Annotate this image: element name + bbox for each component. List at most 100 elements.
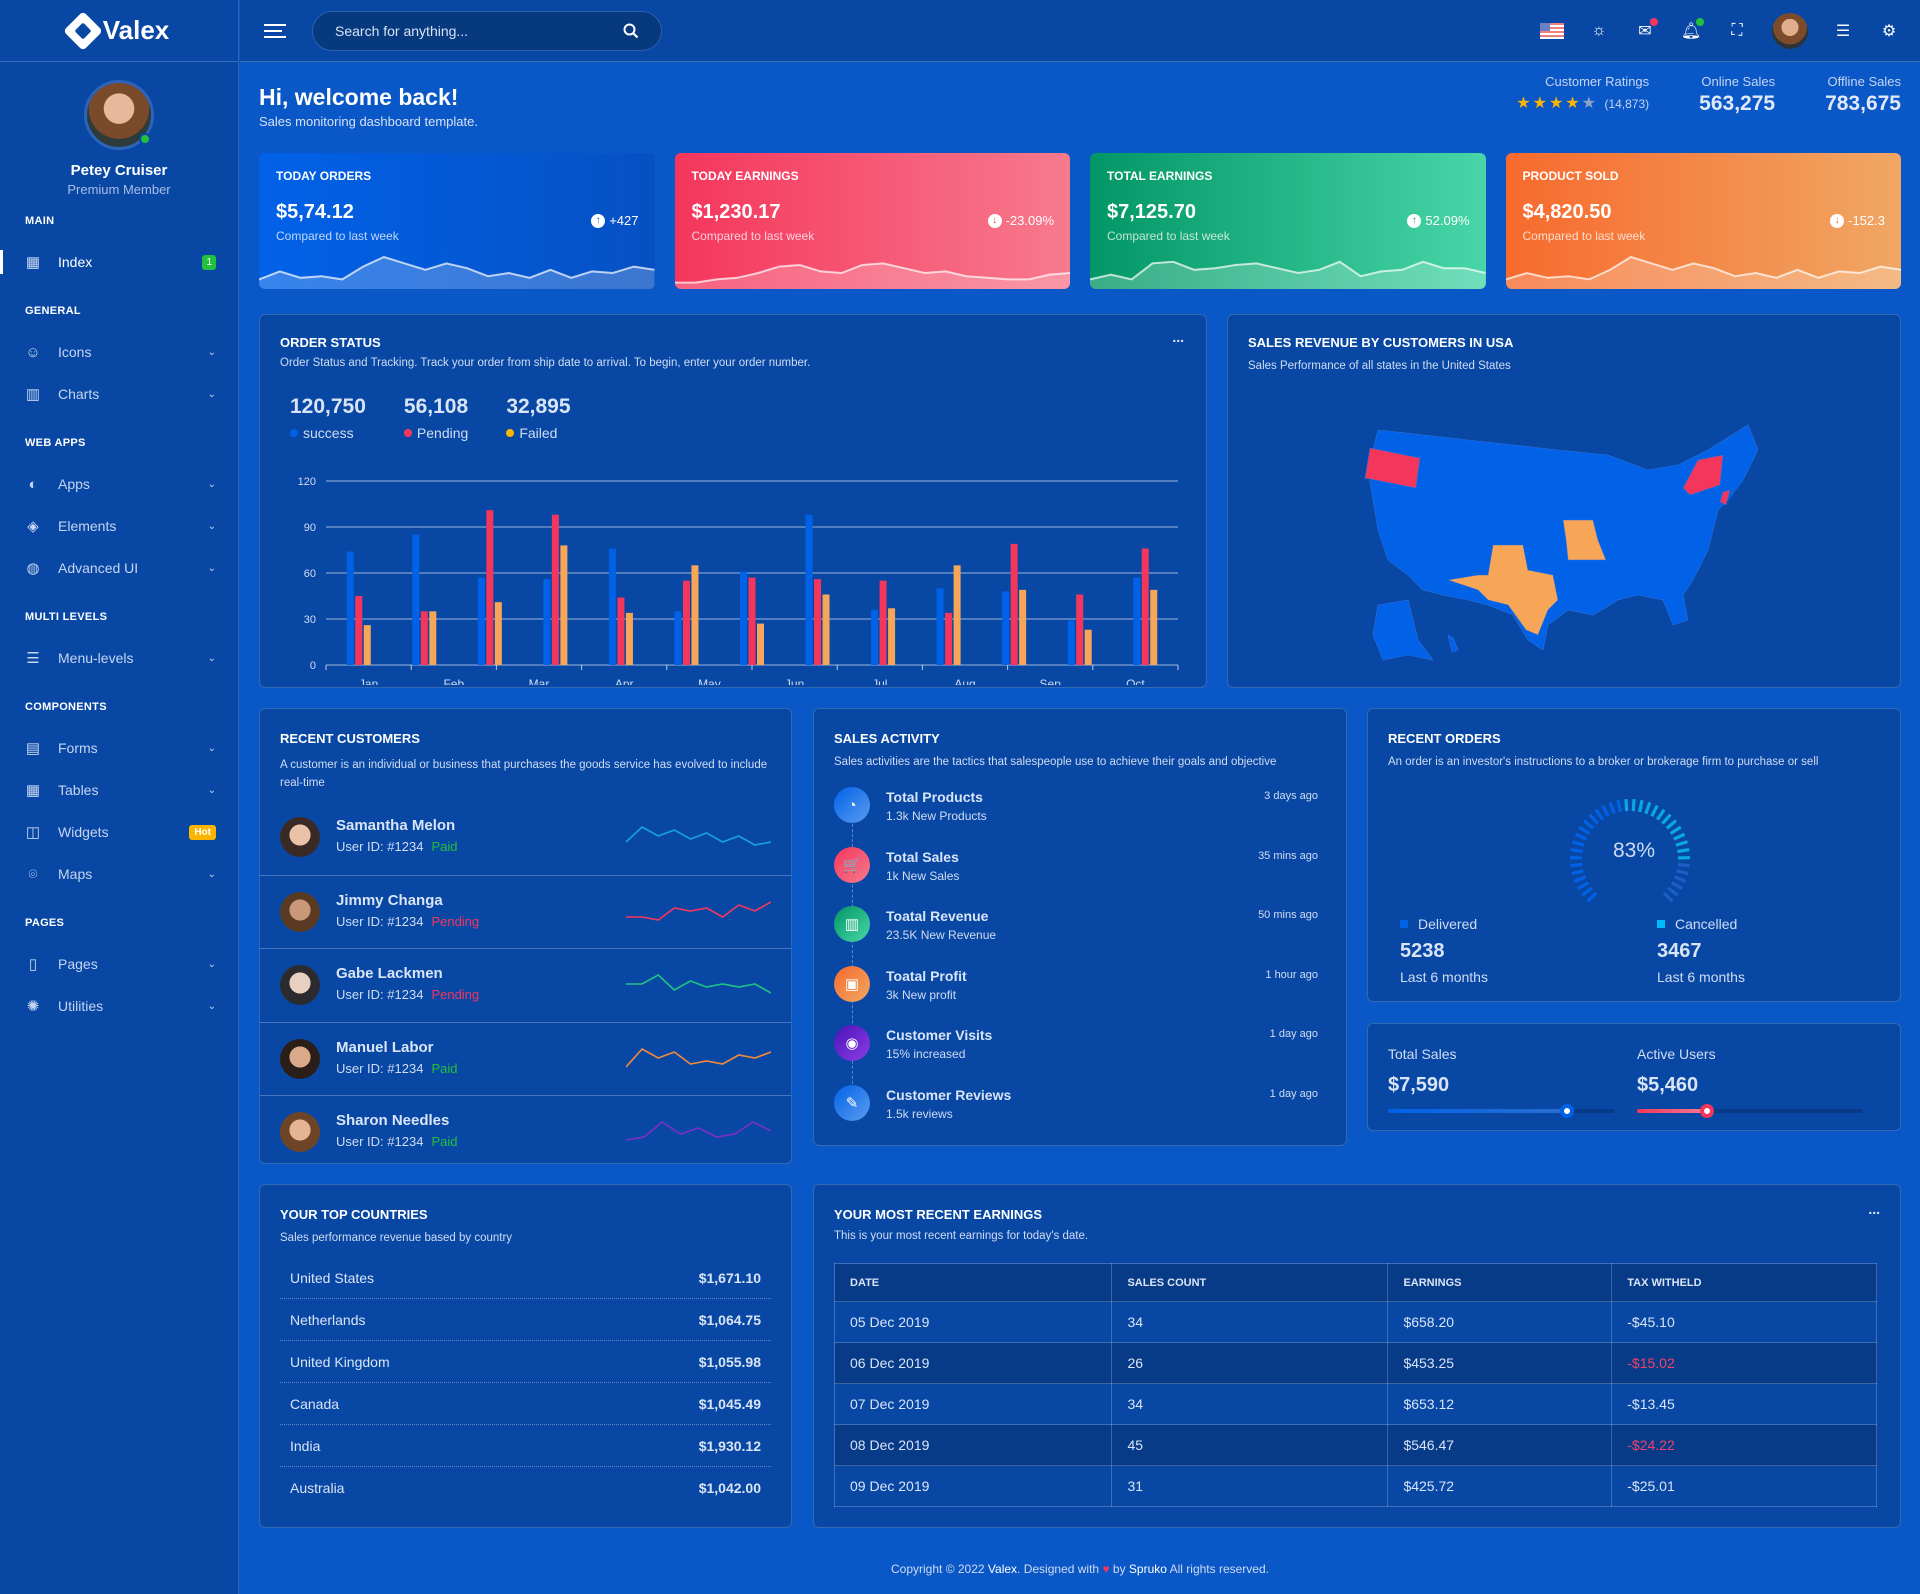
table-row[interactable]: 06 Dec 2019 26 $453.25 -$15.02 [833,1342,1877,1384]
bar-failed-7[interactable] [822,594,830,665]
bar-pending-3[interactable] [551,514,559,665]
customer-row[interactable]: Gabe Lackmen User ID: #1234 Pending [260,948,791,1022]
sidebar-item-utilities[interactable]: ✺ Utilities ⌄ [0,985,238,1027]
footer-author-link[interactable]: Spruko [1128,1562,1167,1576]
activity-item[interactable]: 🛒 Total Sales 1k New Sales 35 mins ago [834,846,1326,907]
customer-row[interactable]: Manuel Labor User ID: #1234 Paid [260,1021,791,1096]
bar-success-6[interactable] [740,571,747,665]
sidebar-item-tables[interactable]: ▦ Tables ⌄ [0,769,238,811]
bar-failed-3[interactable] [560,545,568,665]
bar-success-7[interactable] [805,514,813,665]
sidebar-item-maps[interactable]: ⌾ Maps ⌄ [0,853,238,895]
kpi-card-total-earnings[interactable]: TOTAL EARNINGS $7,125.70 Compared to last … [1090,153,1486,289]
bar-success-5[interactable] [674,611,682,665]
chevron-down-icon[interactable]: ⌄ [207,868,216,880]
mail-icon[interactable]: ✉ [1634,17,1658,42]
bar-failed-10[interactable] [1019,589,1027,665]
column-header[interactable]: SALES COUNT [1111,1263,1389,1302]
sidebar-item-advanced-ui[interactable]: ◍ Advanced UI ⌄ [0,547,238,589]
bar-success-11[interactable] [1067,620,1075,665]
bar-failed-8[interactable] [888,608,896,665]
country-row[interactable]: Netherlands $1,064.75 [280,1299,771,1341]
more-options-button[interactable]: ... [1868,1201,1880,1217]
search-input[interactable] [335,22,595,39]
kpi-card-today-earnings[interactable]: TODAY EARNINGS $1,230.17 Compared to last … [674,153,1070,289]
chevron-down-icon[interactable]: ⌄ [207,742,216,754]
avatar[interactable] [84,80,154,150]
sidebar-item-widgets[interactable]: ◫ Widgets Hot [0,811,238,853]
bar-failed-6[interactable] [757,623,764,665]
bar-failed-0[interactable] [363,625,371,665]
table-row[interactable]: 05 Dec 2019 34 $658.20 -$45.10 [833,1301,1877,1343]
chevron-down-icon[interactable]: ⌄ [207,478,216,490]
sidebar-item-charts[interactable]: ▥ Charts ⌄ [0,373,238,415]
bar-pending-6[interactable] [748,577,756,665]
bar-success-1[interactable] [412,534,420,665]
sidebar-item-elements[interactable]: ◈ Elements ⌄ [0,505,238,547]
chevron-down-icon[interactable]: ⌄ [207,1000,216,1012]
customer-row[interactable]: Sharon Needles User ID: #1234 Paid [260,1095,791,1169]
us-flag-icon[interactable] [1540,22,1564,39]
bar-success-8[interactable] [871,609,879,665]
chevron-down-icon[interactable]: ⌄ [207,346,216,358]
usa-map[interactable] [1348,410,1778,680]
notification-bell-icon[interactable]: 🔔︎ [1680,17,1704,42]
footer-brand-link[interactable]: Valex [987,1562,1018,1576]
activity-item[interactable]: ▥ Toatal Revenue 23.5K New Revenue 50 mins … [834,906,1326,966]
country-row[interactable]: United States $1,671.10 [280,1257,771,1299]
bar-success-0[interactable] [346,551,354,665]
activity-item[interactable]: ▣ Toatal Profit 3k New profit 1 hour ago [834,965,1326,1026]
bar-failed-1[interactable] [429,611,437,665]
bar-pending-9[interactable] [945,612,953,665]
bar-pending-5[interactable] [682,580,690,665]
chevron-down-icon[interactable]: ⌄ [207,388,216,400]
bar-success-10[interactable] [1002,591,1010,665]
active-users-progress[interactable] [1637,1104,1863,1118]
bar-pending-7[interactable] [814,579,822,665]
sidebar-item-pages[interactable]: ▯ Pages ⌄ [0,943,238,985]
column-header[interactable]: DATE [833,1263,1113,1302]
chevron-down-icon[interactable]: ⌄ [207,652,216,664]
country-row[interactable]: Canada $1,045.49 [280,1383,771,1425]
bar-success-3[interactable] [543,579,551,665]
theme-toggle-sun-icon[interactable]: ☼ [1591,21,1607,39]
bar-success-2[interactable] [477,577,485,665]
sidebar-item-icons[interactable]: ☺ Icons ⌄ [0,331,238,373]
chevron-down-icon[interactable]: ⌄ [207,520,216,532]
user-avatar[interactable] [1772,12,1808,49]
kpi-card-product-sold[interactable]: PRODUCT SOLD $4,820.50 Compared to last we… [1505,153,1901,289]
activity-item[interactable]: ◔ Total Products 1.3k New Products 3 days a… [834,787,1326,847]
customer-row[interactable]: Samantha Melon User ID: #1234 Paid [260,801,791,875]
active-users-slider-handle[interactable] [1700,1104,1715,1118]
menu-toggle-icon[interactable] [264,20,286,42]
activity-item[interactable]: ◉ Customer Visits 15% increased 1 day ago [834,1025,1326,1085]
sidebar-menu-icon[interactable]: ☰ [1835,22,1851,40]
sidebar-item-apps[interactable]: ◐ Apps ⌄ [0,463,238,505]
bar-failed-12[interactable] [1150,589,1158,665]
bar-pending-1[interactable] [420,611,428,665]
sidebar-item-forms[interactable]: ▤ Forms ⌄ [0,727,238,769]
bar-success-9[interactable] [936,588,944,665]
fullscreen-icon[interactable]: ⛶ [1731,21,1743,39]
bar-success-12[interactable] [1133,577,1141,665]
total-sales-progress[interactable] [1388,1104,1614,1118]
chevron-down-icon[interactable]: ⌄ [207,562,216,574]
bar-failed-9[interactable] [953,565,961,665]
total-sales-slider-handle[interactable] [1559,1104,1574,1118]
country-row[interactable]: India $1,930.12 [280,1425,771,1467]
table-row[interactable]: 07 Dec 2019 34 $653.12 -$13.45 [833,1383,1877,1425]
settings-gear-icon[interactable]: ⚙ [1881,22,1897,40]
bar-success-4[interactable] [608,548,616,665]
bar-pending-2[interactable] [486,510,494,665]
bar-pending-10[interactable] [1010,543,1018,665]
table-row[interactable]: 08 Dec 2019 45 $546.47 -$24.22 [833,1424,1877,1466]
bar-pending-8[interactable] [879,580,887,665]
search-icon[interactable] [623,23,639,39]
bar-pending-12[interactable] [1141,548,1149,665]
chevron-down-icon[interactable]: ⌄ [207,784,216,796]
bar-failed-2[interactable] [494,602,502,665]
more-options-button[interactable]: ... [1172,329,1184,345]
bar-pending-0[interactable] [355,596,363,665]
bar-failed-11[interactable] [1084,629,1092,665]
bar-pending-4[interactable] [617,597,625,665]
